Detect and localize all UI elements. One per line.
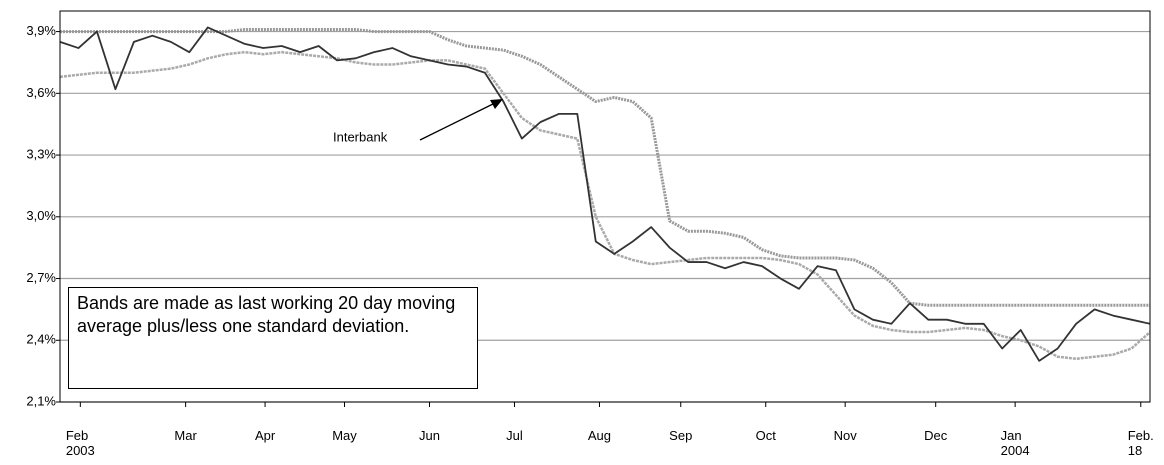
y-tick-label: 2,4% [26, 332, 56, 347]
y-tick-label: 3,6% [26, 85, 56, 100]
series-line [59, 26, 1151, 362]
y-tick-label: 3,0% [26, 208, 56, 223]
x-tick-label: Jan 2004 [1000, 428, 1030, 458]
series-line [59, 50, 1151, 361]
y-tick-label: 2,1% [26, 393, 56, 408]
arrow-head [490, 99, 503, 109]
annotation-arrow [419, 101, 498, 141]
x-tick-label: Jul [506, 428, 523, 443]
x-tick-label: Feb 2003 [65, 428, 95, 458]
plot-border [59, 10, 1151, 403]
y-tick-label: 3,3% [26, 146, 56, 161]
x-tick-label: Dec [924, 428, 948, 443]
x-tick-label: Oct [755, 428, 776, 443]
x-tick-label: Aug [587, 428, 612, 443]
y-tick-label: 3,9% [26, 23, 56, 38]
x-tick-label: Mar [174, 428, 197, 443]
x-tick-label: Sep [669, 428, 693, 443]
annotation-box: Bands are made as last working 20 day mo… [68, 287, 478, 389]
y-tick-label: 2,7% [26, 270, 56, 285]
series-line [60, 28, 1150, 307]
series-label: Interbank [333, 129, 388, 144]
x-tick-label: Feb. 18 [1127, 428, 1154, 458]
x-tick-label: Jun [419, 428, 440, 443]
x-tick-label: May [332, 428, 357, 443]
x-tick-label: Nov [833, 428, 857, 443]
x-tick-label: Apr [254, 428, 276, 443]
